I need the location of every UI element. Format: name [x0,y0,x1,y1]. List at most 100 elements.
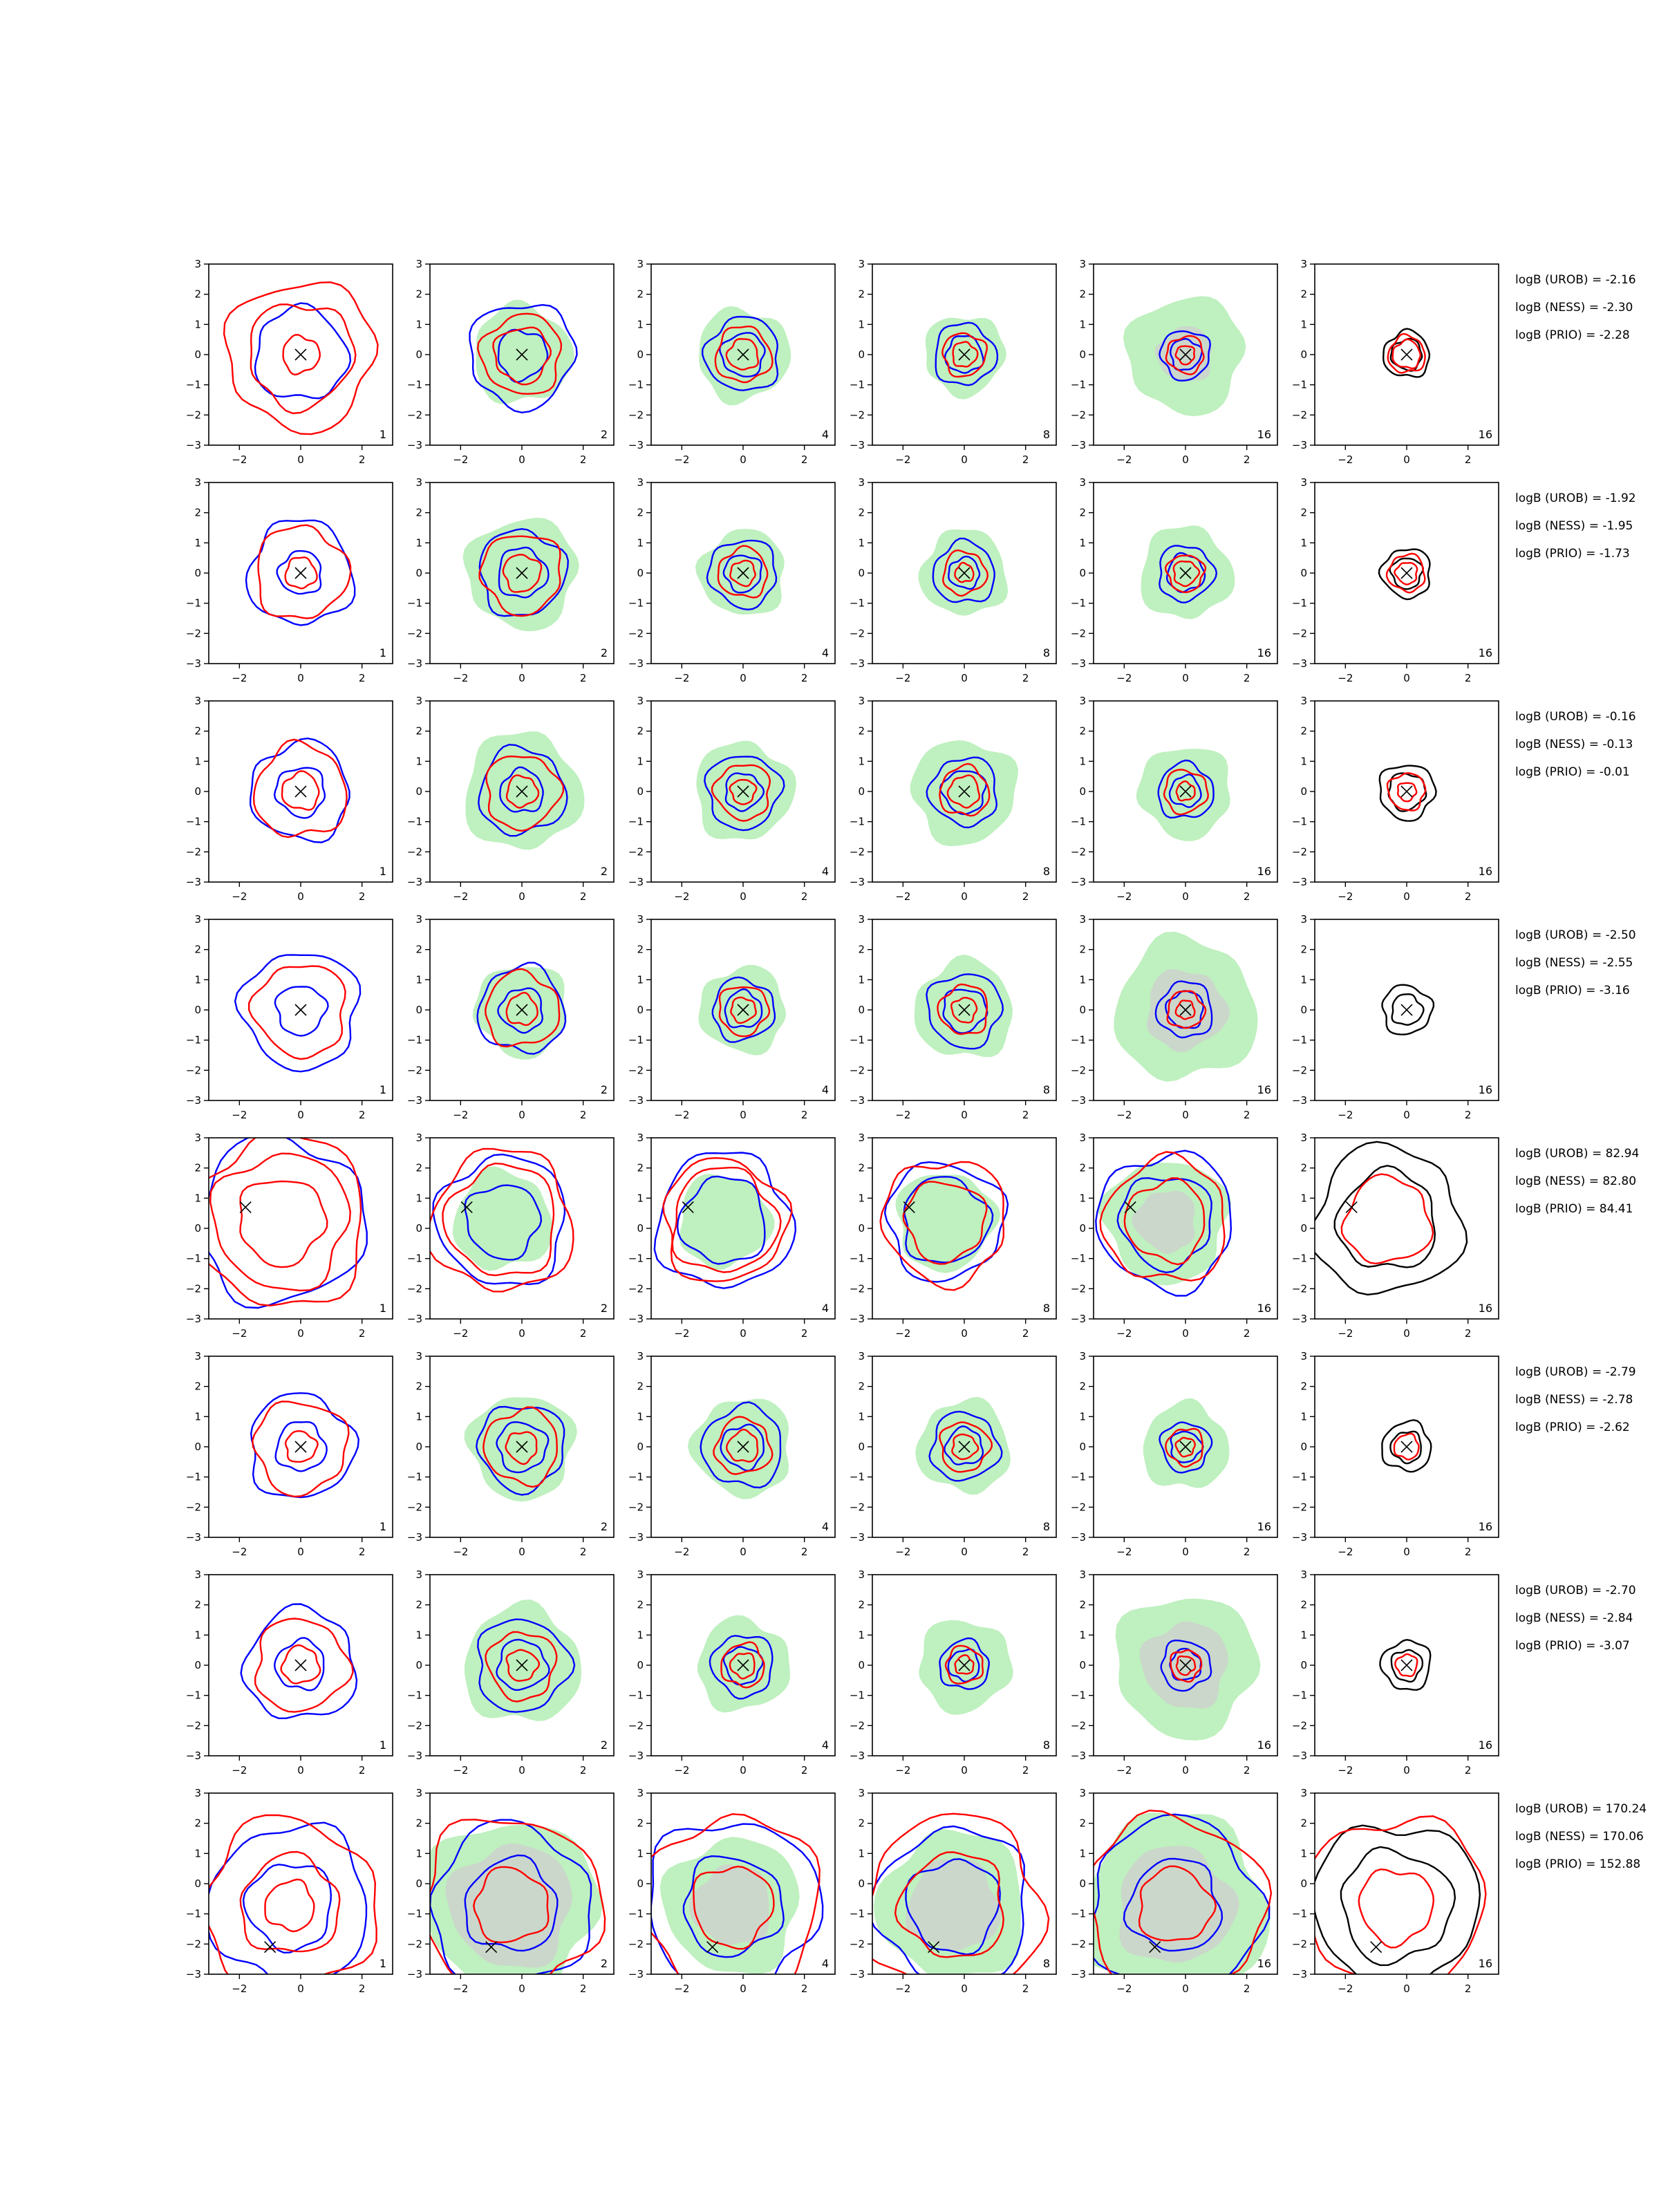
y-tick-label: 1 [637,1847,644,1859]
plot-contents [234,954,362,1073]
x-tick-label: 2 [1022,453,1029,466]
y-tick-label: −1 [186,1908,201,1920]
x-tick-label: 0 [1403,1983,1410,1995]
panel-corner-label: 4 [822,1738,829,1752]
contour-red [894,1851,1004,1958]
contour-blue [464,1184,543,1261]
y-tick-label: 2 [637,507,644,519]
contour-red [714,325,774,384]
y-tick-label: 0 [1300,348,1307,361]
contour-blue [249,737,350,843]
x-tick-label: 2 [1465,1764,1472,1777]
y-tick-label: −1 [1292,1034,1307,1047]
contour-blue [682,1855,785,1958]
x-tick-label: 0 [740,1764,747,1777]
contour-blue [496,1421,550,1474]
y-tick-label: 1 [858,536,865,549]
true-location-marker [294,348,307,361]
y-tick-label: 3 [1300,913,1307,926]
plot-contents [430,1819,606,1974]
subplot-r6-c2: 3 2 1 0 −1 −2 −3 −2 0 2 2 [407,1350,615,1558]
true-location-marker [1400,785,1413,798]
contour-red [1165,1427,1203,1468]
true-location-marker [516,1004,528,1016]
y-tick-label: 1 [415,318,422,330]
y-tick-label: 3 [194,695,201,707]
y-tick-label: 1 [1300,1192,1307,1204]
y-tick-label: 2 [194,944,201,956]
plot-contents [918,529,1009,616]
true-location-marker [737,1441,749,1453]
y-tick-label: −1 [407,597,422,610]
y-tick-label: 0 [1079,1877,1086,1890]
x-tick-label: 2 [580,1546,587,1558]
plot-contents [245,519,356,626]
true-location-marker [294,1004,307,1016]
plot-contents [1381,1419,1432,1473]
y-tick-label: 2 [1300,507,1307,519]
subplot-r8-c5: 3 2 1 0 −1 −2 −3 −2 0 2 16 [1071,1787,1278,1995]
plot-contents [1095,1150,1232,1297]
y-tick-label: 0 [637,567,644,579]
contour-red [1175,780,1196,802]
subplot-r5-c2: 3 2 1 0 −1 −2 −3 −2 0 2 2 [407,1132,615,1340]
panel-corner-label: 8 [1043,646,1050,659]
y-tick-label: 1 [1079,536,1086,549]
y-tick-label: −3 [1292,1313,1307,1325]
y-tick-label: −3 [407,1750,422,1762]
y-tick-label: 1 [858,1410,865,1423]
panel-corner-label: 1 [379,1083,386,1096]
y-tick-label: −1 [1071,1253,1086,1265]
contour-red [1094,1809,1273,1974]
y-tick-label: −3 [1292,439,1307,451]
y-tick-label: 3 [194,1132,201,1144]
logb-annotation: logB (UROB) = -0.16 [1515,710,1636,724]
y-tick-label: 3 [1300,476,1307,489]
logb-annotation: logB (PRIO) = 152.88 [1515,1857,1640,1871]
y-tick-label: 3 [1079,1568,1086,1581]
subplot-r7-c3: 3 2 1 0 −1 −2 −3 −2 0 2 4 [628,1568,836,1777]
y-tick-label: 1 [1079,318,1086,330]
x-tick-label: 2 [1465,1109,1472,1121]
contour-red [693,1865,775,1950]
y-tick-label: 2 [858,288,865,301]
y-tick-label: −1 [1071,1689,1086,1702]
contour-red [505,991,538,1027]
y-tick-label: 3 [415,913,422,926]
contour-red [937,983,988,1035]
y-tick-label: 3 [194,913,201,926]
y-tick-label: 3 [1300,258,1307,270]
y-tick-label: −1 [1071,597,1086,610]
x-tick-label: 2 [359,890,366,903]
y-tick-label: 2 [415,1162,422,1174]
plot-contents [464,1397,577,1502]
true-location-marker [485,1941,498,1953]
logb-annotation: logB (NESS) = 170.06 [1515,1830,1644,1844]
contour-blue [1095,1150,1232,1297]
x-tick-label: −2 [232,453,247,466]
y-tick-label: −3 [628,1094,644,1107]
plot-contents [469,299,578,414]
x-tick-label: 0 [961,1546,968,1558]
y-tick-label: 1 [1079,1192,1086,1204]
y-tick-label: −3 [628,1313,644,1325]
y-tick-label: −3 [1071,1750,1086,1762]
true-location-marker [1370,1941,1382,1953]
contour-red [281,770,320,811]
contour-black [1389,1430,1422,1465]
y-tick-label: 3 [1079,1787,1086,1799]
contour-red [872,1812,1050,1974]
y-tick-label: 0 [194,1222,201,1235]
y-tick-label: −1 [1292,1471,1307,1483]
true-location-marker [516,348,528,361]
contour-red [1170,1649,1203,1683]
y-tick-label: −1 [1292,597,1307,610]
logb-annotation: logB (NESS) = 82.80 [1515,1174,1636,1188]
x-tick-label: 2 [1244,1983,1250,1995]
y-tick-label: −2 [1292,627,1307,639]
y-tick-label: 0 [858,1877,865,1890]
y-tick-label: −2 [1071,845,1086,858]
panel-corner-label: 4 [822,865,829,878]
x-tick-label: 2 [1244,1109,1250,1121]
subplot-r4-c1: 3 2 1 0 −1 −2 −3 −2 0 2 1 [186,913,393,1121]
